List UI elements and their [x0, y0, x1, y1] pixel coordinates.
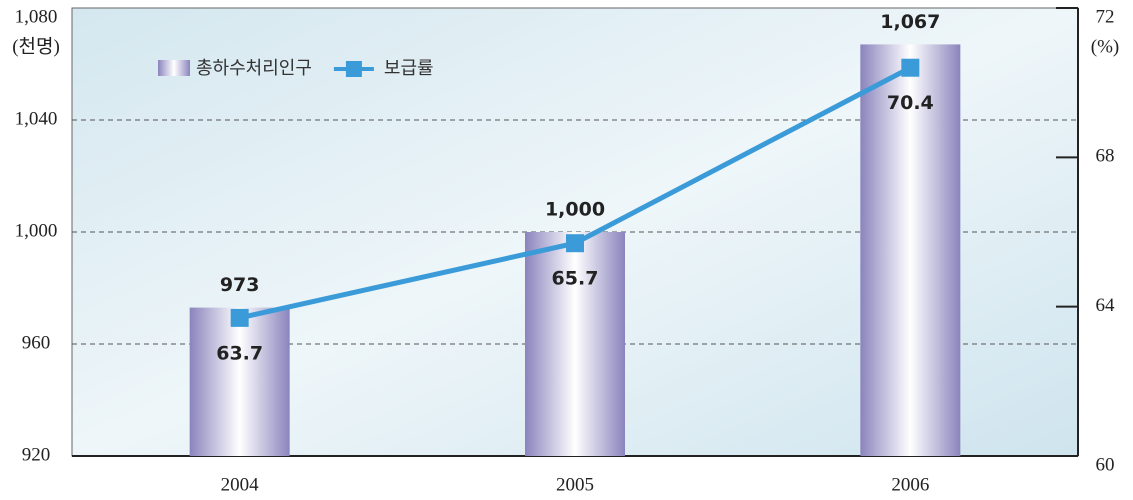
line-value-label: 63.7 [216, 342, 263, 364]
x-tick-label: 2004 [221, 474, 260, 495]
x-tick-label: 2005 [556, 474, 594, 495]
y-axis-unit: (천명) [12, 35, 60, 57]
legend-swatch [158, 60, 190, 76]
y-tick-label: 1,080 [15, 6, 58, 27]
legend-swatch-marker [345, 61, 362, 77]
y-tick-label: 1,040 [15, 108, 58, 129]
line-value-label: 70.4 [887, 92, 934, 114]
line-value-label: 65.7 [552, 268, 599, 290]
bar-value-label: 1,067 [880, 11, 940, 33]
legend-label: 보급률 [384, 58, 434, 79]
bar-value-label: 973 [220, 274, 260, 296]
y-tick-label: 960 [22, 332, 51, 353]
bar [860, 44, 961, 457]
y2-tick-label: 72 [1096, 6, 1115, 27]
x-tick-label: 2006 [891, 474, 929, 495]
y2-axis-unit: (%) [1091, 36, 1119, 57]
line-marker [901, 58, 920, 77]
y2-tick-label: 68 [1096, 146, 1115, 167]
y-tick-label: 920 [22, 444, 51, 465]
bar-value-label: 1,000 [545, 199, 605, 221]
line-marker [230, 308, 249, 327]
line-marker [566, 234, 584, 253]
y-tick-label: 1,000 [15, 220, 58, 241]
y2-tick-label: 60 [1096, 454, 1115, 475]
bar [189, 307, 290, 456]
legend-label: 총하수처리인구 [196, 58, 312, 79]
y2-tick-label: 64 [1096, 295, 1116, 316]
bar [525, 232, 625, 456]
